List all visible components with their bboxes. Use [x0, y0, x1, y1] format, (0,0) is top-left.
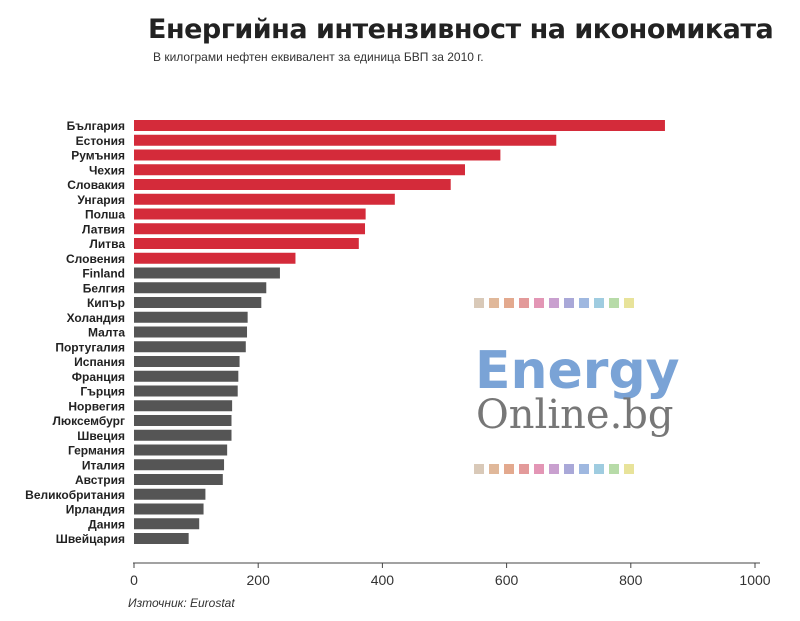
color-swatch — [504, 298, 514, 308]
bar — [134, 238, 359, 249]
color-swatch — [579, 298, 589, 308]
bar — [134, 341, 246, 353]
x-tick-label: 200 — [247, 572, 271, 588]
color-swatch — [549, 464, 559, 474]
category-labels: БългарияЕстонияРумънияЧехияСловакияУнгар… — [25, 119, 125, 546]
color-swatch — [609, 464, 619, 474]
category-label: Германия — [68, 444, 125, 458]
category-label: България — [67, 119, 125, 133]
category-label: Дания — [88, 517, 125, 531]
color-swatch — [564, 298, 574, 308]
x-tick-label: 600 — [495, 572, 519, 588]
color-swatch — [474, 298, 484, 308]
bar — [134, 503, 204, 515]
bar — [134, 149, 501, 161]
bar — [134, 356, 240, 367]
color-swatch-row-top — [474, 298, 634, 308]
category-label: Великобритания — [25, 488, 125, 502]
color-swatch — [534, 298, 544, 308]
category-label: Люксембург — [52, 414, 125, 428]
color-swatch — [489, 464, 499, 474]
color-swatch — [609, 298, 619, 308]
x-tick-label: 800 — [619, 572, 643, 588]
category-label: Австрия — [75, 473, 125, 487]
bar — [134, 518, 200, 530]
bar — [134, 385, 238, 397]
bars-group — [134, 120, 665, 544]
bar — [134, 415, 232, 426]
bar — [134, 282, 267, 294]
bar — [134, 444, 228, 456]
bar — [134, 120, 665, 131]
bar — [134, 400, 233, 412]
bar — [134, 533, 189, 544]
category-label: Малта — [88, 326, 125, 340]
source-note: Източник: Eurostat — [128, 596, 235, 610]
color-swatch — [534, 464, 544, 474]
x-tick-label: 1000 — [739, 572, 770, 588]
category-label: Франция — [72, 370, 125, 384]
color-swatch — [519, 464, 529, 474]
color-swatch-row-bottom — [474, 464, 634, 474]
category-label: Италия — [82, 458, 125, 472]
color-swatch — [549, 298, 559, 308]
category-label: Унгария — [77, 193, 125, 207]
chart-title: Енергийна интензивност на икономиката — [148, 14, 774, 45]
bar — [134, 208, 366, 220]
color-swatch — [579, 464, 589, 474]
chart-subtitle: В килограми нефтен еквивалент за единица… — [153, 50, 484, 64]
x-axis-ticks: 0 200 400 600 800 1000 — [130, 563, 771, 588]
x-tick-label: 0 — [130, 572, 138, 588]
bar — [134, 474, 223, 485]
color-swatch — [489, 298, 499, 308]
color-swatch — [519, 298, 529, 308]
category-label: Гърция — [80, 385, 125, 399]
category-label: Словакия — [67, 178, 125, 192]
bar — [134, 193, 395, 205]
bar — [134, 179, 451, 190]
category-label: Швейцария — [56, 532, 125, 546]
category-label: Португалия — [55, 340, 125, 354]
watermark-online: Online.bg — [476, 392, 674, 438]
energyonline-watermark: Energy Online.bg — [474, 298, 680, 474]
category-label: Ирландия — [66, 503, 125, 517]
category-label: Словения — [66, 252, 125, 266]
color-swatch — [504, 464, 514, 474]
color-swatch — [564, 464, 574, 474]
bar — [134, 326, 248, 338]
category-label: Кипър — [87, 296, 125, 310]
category-label: Швеция — [77, 429, 125, 443]
bar — [134, 267, 280, 279]
color-swatch — [624, 298, 634, 308]
bar — [134, 252, 296, 264]
category-label: Холандия — [67, 311, 125, 325]
bar — [134, 311, 248, 323]
category-label: Норвегия — [68, 399, 125, 413]
category-label: Полша — [85, 208, 125, 222]
color-swatch — [624, 464, 634, 474]
color-swatch — [474, 464, 484, 474]
bar — [134, 134, 557, 146]
category-label: Литва — [89, 237, 125, 251]
category-label: Латвия — [82, 222, 125, 236]
category-label: Finland — [82, 267, 125, 281]
color-swatch — [594, 464, 604, 474]
x-tick-label: 400 — [371, 572, 395, 588]
category-label: Естония — [76, 134, 125, 148]
bar — [134, 297, 262, 308]
category-label: Чехия — [89, 163, 125, 177]
bar — [134, 429, 232, 441]
category-label: Испания — [74, 355, 125, 369]
bar — [134, 223, 366, 235]
bar — [134, 459, 225, 471]
bar — [134, 164, 465, 176]
watermark-energy: Energy — [475, 341, 680, 401]
category-label: Румъния — [71, 149, 125, 163]
bar — [134, 488, 206, 500]
category-label: Белгия — [83, 281, 125, 295]
bar — [134, 370, 239, 382]
color-swatch — [594, 298, 604, 308]
